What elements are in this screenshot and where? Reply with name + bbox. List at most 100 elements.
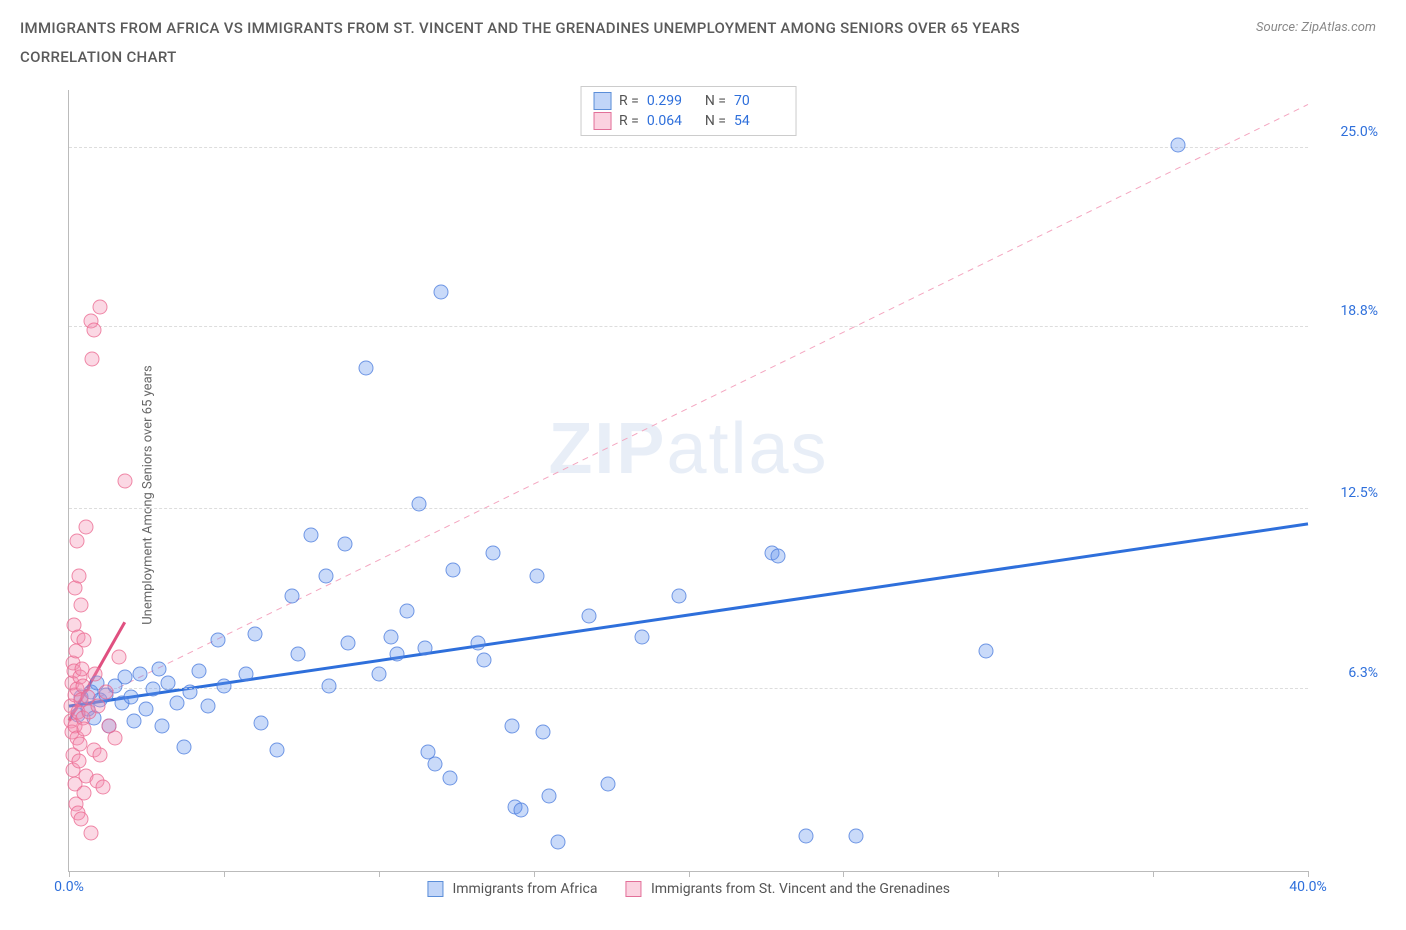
data-point xyxy=(535,725,550,740)
data-point xyxy=(771,548,786,563)
data-point xyxy=(418,641,433,656)
data-point xyxy=(139,702,154,717)
data-point xyxy=(359,360,374,375)
legend-label-blue: Immigrants from Africa xyxy=(452,881,597,897)
r-value-blue: 0.299 xyxy=(647,93,697,109)
x-tick-label: 0.0% xyxy=(54,879,84,895)
data-point xyxy=(145,681,160,696)
x-tick xyxy=(689,871,690,877)
data-point xyxy=(161,675,176,690)
y-tick-label: 25.0% xyxy=(1318,124,1378,140)
data-point xyxy=(446,563,461,578)
data-point xyxy=(117,670,132,685)
data-point xyxy=(71,754,86,769)
watermark-atlas: atlas xyxy=(666,409,828,489)
data-point xyxy=(254,716,269,731)
data-point xyxy=(170,696,185,711)
x-tick xyxy=(843,871,844,877)
y-tick-label: 6.3% xyxy=(1318,665,1378,681)
data-point xyxy=(192,664,207,679)
swatch-pink-icon xyxy=(593,112,611,130)
data-point xyxy=(92,748,107,763)
legend-item-pink: Immigrants from St. Vincent and the Gren… xyxy=(625,881,950,897)
data-point xyxy=(412,496,427,511)
data-point xyxy=(384,629,399,644)
data-point xyxy=(216,678,231,693)
trend-lines xyxy=(69,90,1308,871)
data-point xyxy=(77,632,92,647)
data-point xyxy=(133,667,148,682)
x-tick-label: 40.0% xyxy=(1289,879,1327,895)
data-point xyxy=(76,785,91,800)
data-point xyxy=(86,323,101,338)
data-point xyxy=(83,826,98,841)
data-point xyxy=(514,803,529,818)
data-point xyxy=(433,285,448,300)
data-point xyxy=(442,771,457,786)
swatch-pink-icon xyxy=(625,881,641,897)
correlation-legend: R = 0.299 N = 70 R = 0.064 N = 54 xyxy=(580,86,797,136)
n-label: N = xyxy=(705,93,726,109)
n-value-blue: 70 xyxy=(734,93,784,109)
data-point xyxy=(848,829,863,844)
chart-area: Unemployment Among Seniors over 65 years… xyxy=(50,90,1386,900)
data-point xyxy=(269,742,284,757)
data-point xyxy=(600,777,615,792)
data-point xyxy=(340,635,355,650)
data-point xyxy=(322,678,337,693)
r-label: R = xyxy=(619,113,639,129)
data-point xyxy=(182,684,197,699)
data-point xyxy=(210,632,225,647)
x-tick xyxy=(1153,871,1154,877)
y-tick-label: 12.5% xyxy=(1318,485,1378,501)
data-point xyxy=(108,730,123,745)
data-point xyxy=(799,829,814,844)
data-point xyxy=(74,811,89,826)
data-point xyxy=(154,719,169,734)
data-point xyxy=(77,722,92,737)
data-point xyxy=(1170,137,1185,152)
data-point xyxy=(582,609,597,624)
data-point xyxy=(92,299,107,314)
data-point xyxy=(978,644,993,659)
data-point xyxy=(635,629,650,644)
data-point xyxy=(69,534,84,549)
data-point xyxy=(319,568,334,583)
data-point xyxy=(127,713,142,728)
series-legend: Immigrants from Africa Immigrants from S… xyxy=(427,881,950,897)
watermark-zip: ZIP xyxy=(548,409,666,489)
data-point xyxy=(399,603,414,618)
gridline xyxy=(69,688,1308,689)
x-tick xyxy=(224,871,225,877)
data-point xyxy=(371,667,386,682)
data-point xyxy=(291,647,306,662)
data-point xyxy=(117,473,132,488)
swatch-blue-icon xyxy=(593,92,611,110)
n-value-pink: 54 xyxy=(734,113,784,129)
legend-item-blue: Immigrants from Africa xyxy=(427,881,598,897)
data-point xyxy=(504,719,519,734)
data-point xyxy=(427,756,442,771)
n-label: N = xyxy=(705,113,726,129)
data-point xyxy=(303,528,318,543)
data-point xyxy=(201,699,216,714)
data-point xyxy=(72,568,87,583)
chart-title: IMMIGRANTS FROM AFRICA VS IMMIGRANTS FRO… xyxy=(20,14,1120,71)
gridline xyxy=(69,147,1308,148)
data-point xyxy=(79,519,94,534)
legend-row-pink: R = 0.064 N = 54 xyxy=(593,111,784,131)
x-tick xyxy=(998,871,999,877)
data-point xyxy=(285,589,300,604)
data-point xyxy=(72,736,87,751)
data-point xyxy=(238,667,253,682)
gridline xyxy=(69,508,1308,509)
data-point xyxy=(96,780,111,795)
data-point xyxy=(74,597,89,612)
watermark: ZIPatlas xyxy=(548,408,828,490)
chart-source: Source: ZipAtlas.com xyxy=(1256,20,1376,35)
data-point xyxy=(85,352,100,367)
x-tick xyxy=(1308,871,1309,877)
legend-row-blue: R = 0.299 N = 70 xyxy=(593,91,784,111)
data-point xyxy=(542,788,557,803)
data-point xyxy=(486,545,501,560)
